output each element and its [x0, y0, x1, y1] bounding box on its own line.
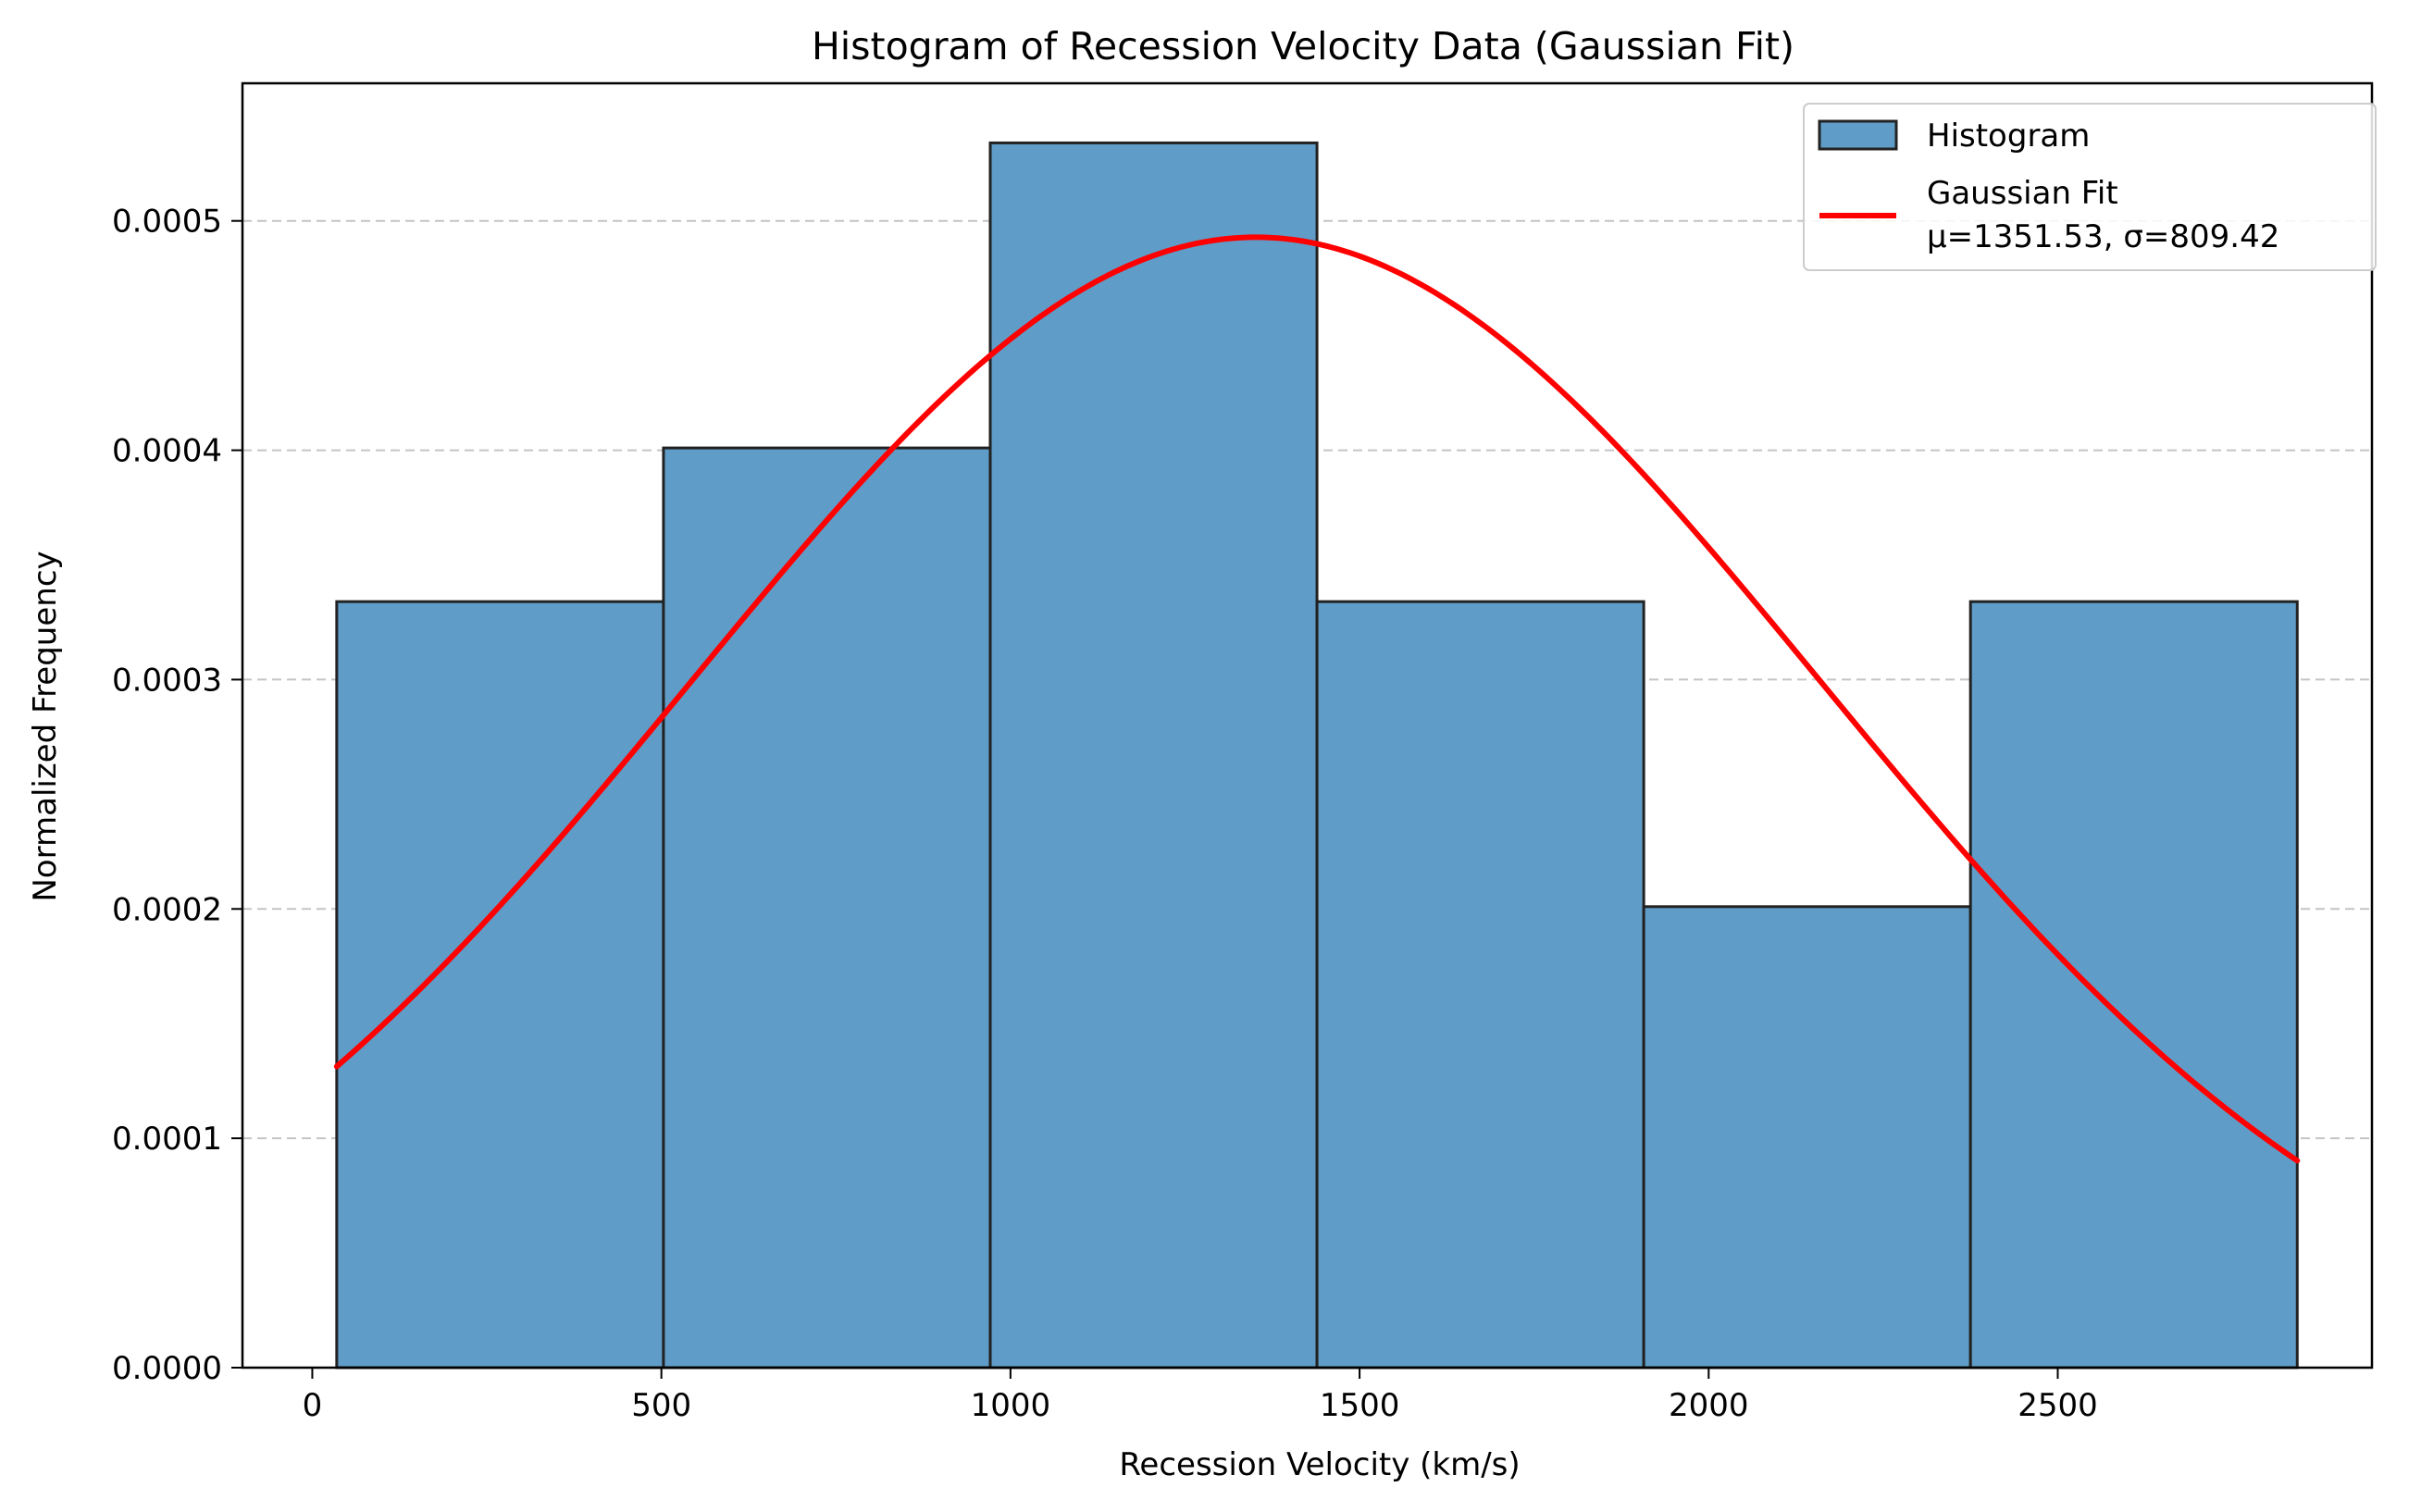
- histogram-bar: [335, 600, 665, 1369]
- y-tick-label: 0.0004: [112, 433, 222, 470]
- chart-title: Histogram of Recession Velocity Data (Ga…: [812, 24, 1794, 68]
- y-tick-label: 0.0003: [112, 662, 222, 699]
- x-axis-label: Recession Velocity (km/s): [1119, 1446, 1520, 1483]
- legend-histogram-label: Histogram: [1927, 118, 2090, 155]
- histogram-bar: [1968, 600, 2299, 1369]
- bars-layer: [335, 141, 2299, 1369]
- y-tick-label: 0.0002: [112, 891, 222, 928]
- histogram-bar: [1315, 600, 1645, 1369]
- x-tick-label: 2000: [1669, 1387, 1749, 1424]
- histogram-bar: [662, 446, 992, 1369]
- legend: Histogram Gaussian Fit μ=1351.53, σ=809.…: [1803, 103, 2377, 271]
- y-tick-label: 0.0000: [112, 1350, 222, 1387]
- y-tick-label: 0.0005: [112, 204, 222, 241]
- x-tick-label: 500: [631, 1387, 691, 1424]
- x-tick-label: 2500: [2018, 1387, 2098, 1424]
- histogram-bar: [988, 141, 1319, 1369]
- histogram-bar: [1642, 905, 1972, 1369]
- legend-fit-label: Gaussian Fit: [1927, 175, 2118, 212]
- y-tick-label: 0.0001: [112, 1121, 222, 1158]
- legend-frame: [1803, 103, 2377, 271]
- y-axis-label: Normalized Frequency: [27, 551, 64, 901]
- axes-layer: 0 500 1000 1500 2000 2500 0.0000 0.0001 0.0002 0.…: [112, 81, 2374, 1424]
- x-tick-label: 1500: [1320, 1387, 1400, 1424]
- axes-frame: [241, 81, 2374, 1369]
- gaussian-fit-line: [333, 234, 2301, 1164]
- line-layer: [333, 234, 2301, 1164]
- legend-histogram-swatch: [1818, 119, 1898, 151]
- x-tick-label: 1000: [971, 1387, 1051, 1424]
- legend-fit-params: μ=1351.53, σ=809.42: [1927, 218, 2279, 255]
- x-tick-label: 0: [303, 1387, 323, 1424]
